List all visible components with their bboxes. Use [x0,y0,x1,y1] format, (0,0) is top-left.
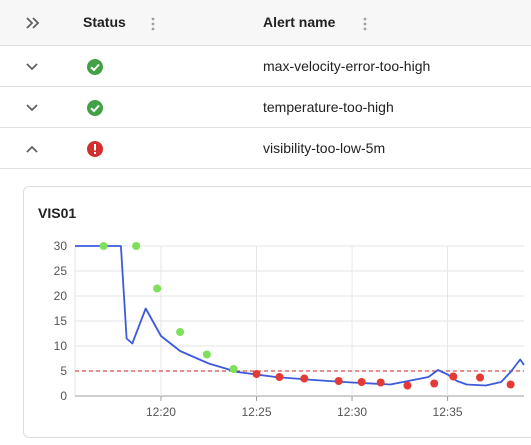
expand-all-button[interactable] [22,13,44,33]
vertical-dots-icon [151,17,155,31]
visibility-chart: 0 5 10 15 20 25 30 12:20 12:25 12:30 12:35 [54,239,525,419]
table-row[interactable]: max-velocity-error-too-high [0,46,531,87]
table-row[interactable]: temperature-too-high [0,87,531,128]
alert-name: temperature-too-high [263,99,394,115]
data-point [153,284,162,293]
alert-name: max-velocity-error-too-high [263,58,431,74]
series-line [75,245,525,387]
check-circle-icon [87,100,103,116]
x-tick-label: 12:35 [433,405,463,419]
chart-title: VIS01 [38,205,77,221]
y-tick-label: 5 [60,364,67,378]
row-expand-button[interactable] [22,57,42,77]
data-point [275,373,284,381]
x-tick-label: 12:30 [337,405,367,419]
chevron-up-icon [26,145,38,153]
exclamation-circle-icon [87,141,103,157]
data-point [202,350,211,359]
data-point [506,380,515,389]
y-tick-label: 25 [54,264,68,278]
double-chevron-right-icon [26,17,40,29]
data-point [300,374,309,383]
data-point [357,378,366,386]
vertical-dots-icon [363,17,367,31]
table-row[interactable]: visibility-too-low-5m [0,128,531,169]
chart-card: VIS01 0 5 10 15 20 25 30 12:20 12:25 12:30 12:35 [23,186,531,438]
data-point [430,379,439,388]
data-point [476,373,485,382]
chevron-down-icon [26,63,38,71]
row-collapse-button[interactable] [22,139,42,159]
alert-name: visibility-too-low-5m [263,140,386,156]
row-expand-button[interactable] [22,98,42,118]
y-tick-label: 0 [60,389,67,403]
column-header-alert-name[interactable]: Alert name [263,14,336,30]
data-point [252,370,261,378]
row-detail-panel: VIS01 0 5 10 15 20 25 30 12:20 12:25 12:30 12:35 [0,169,531,445]
data-point [176,328,185,336]
x-tick-label: 12:25 [241,405,271,419]
y-tick-label: 15 [54,314,68,328]
y-tick-label: 30 [54,239,68,253]
y-tick-label: 10 [54,339,68,353]
data-point [229,365,238,373]
data-point [449,372,458,381]
y-tick-label: 20 [54,289,68,303]
data-point [132,242,141,250]
data-point [334,377,343,385]
column-header-status[interactable]: Status [83,14,126,30]
x-tick-label: 12:20 [146,405,176,419]
grid-header: Status Alert name [0,0,531,46]
check-circle-icon [87,59,103,75]
data-point [99,242,108,250]
data-point [376,378,385,387]
data-point [403,381,412,390]
chevron-down-icon [26,104,38,112]
column-menu-alert-name[interactable] [360,15,370,33]
column-menu-status[interactable] [148,15,158,33]
